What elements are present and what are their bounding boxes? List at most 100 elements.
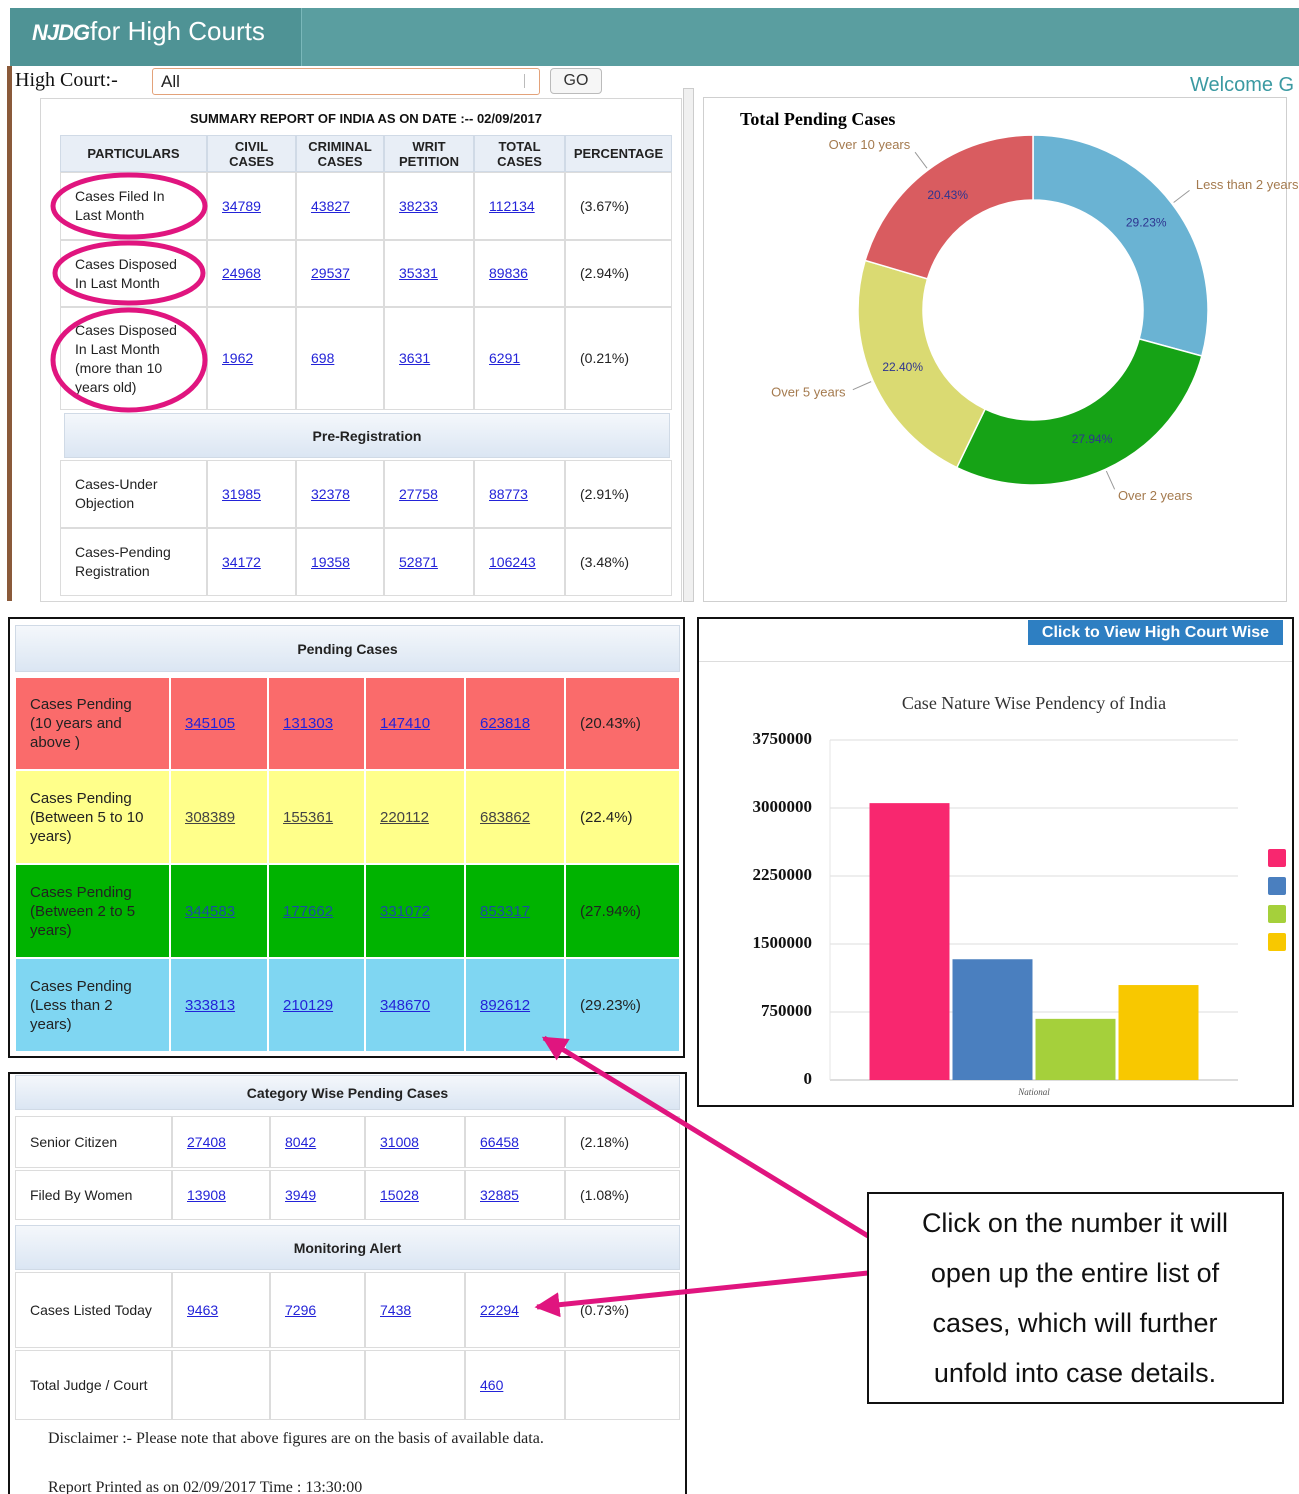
column-header-text: TOTAL CASES	[497, 138, 542, 169]
table-cell: Cases Disposed In Last Month	[60, 240, 207, 307]
column-header: WRIT PETITION	[384, 135, 474, 172]
column-header: TOTAL CASES	[474, 135, 565, 172]
case-count-link[interactable]: 7296	[285, 1301, 317, 1318]
table-cell: (27.94%)	[565, 864, 680, 958]
case-count-link[interactable]: 34789	[222, 197, 261, 214]
table-cell: 27758	[384, 460, 474, 528]
table-cell: 344583	[170, 864, 268, 958]
case-count-link[interactable]: 7438	[380, 1301, 412, 1318]
row-label: Senior Citizen	[30, 1133, 118, 1150]
case-count-link[interactable]: 8042	[285, 1133, 317, 1150]
case-count-link[interactable]: 3949	[285, 1186, 317, 1203]
filter-label: High Court:-	[15, 69, 118, 91]
table-cell	[365, 1350, 465, 1420]
table-cell: 32378	[296, 460, 384, 528]
court-select[interactable]: All	[152, 68, 540, 95]
row-label: Total Judge / Court	[30, 1376, 148, 1393]
callout-text: Click on the number it will	[922, 1208, 1228, 1238]
case-count-link[interactable]: 35331	[399, 265, 438, 281]
case-count-link[interactable]: 9463	[187, 1301, 219, 1318]
table-cell: 43827	[296, 172, 384, 240]
case-count-link[interactable]: 344583	[185, 902, 236, 920]
table-cell: 8042	[270, 1116, 365, 1168]
case-count-link[interactable]: 683862	[480, 808, 531, 826]
row-label: Cases Pending (Less than 2 years)	[30, 977, 132, 1033]
case-count-link[interactable]: 24968	[222, 265, 261, 281]
table-cell: 7296	[270, 1272, 365, 1348]
table-cell: Cases-Under Objection	[60, 460, 207, 528]
case-count-link[interactable]: 345105	[185, 715, 236, 732]
case-count-link[interactable]: 210129	[283, 996, 334, 1014]
percentage: (3.67%)	[580, 197, 630, 214]
table-cell: 112134	[474, 172, 565, 240]
table-cell: Cases Filed In Last Month	[60, 172, 207, 240]
case-count-link[interactable]: 333813	[185, 996, 236, 1014]
row-label: Cases Listed Today	[30, 1301, 152, 1318]
case-count-link[interactable]: 27758	[399, 485, 438, 502]
percentage: (0.73%)	[580, 1301, 630, 1318]
case-count-link[interactable]: 6291	[489, 350, 521, 366]
case-count-link[interactable]: 32885	[480, 1186, 519, 1203]
row-label: Cases Filed In Last Month	[75, 188, 165, 223]
table-cell: 460	[465, 1350, 565, 1420]
case-count-link[interactable]: 331072	[380, 902, 431, 920]
case-count-link[interactable]: 13908	[187, 1186, 226, 1203]
case-count-link[interactable]: 112134	[489, 197, 535, 214]
table-cell: 6291	[474, 307, 565, 410]
case-count-link[interactable]: 131303	[283, 715, 334, 732]
case-count-link[interactable]: 177662	[283, 902, 334, 920]
case-count-link[interactable]: 853317	[480, 902, 531, 920]
high-court-button[interactable]: Click to View High Court Wise	[1028, 620, 1283, 645]
section-title: Monitoring Alert	[293, 1239, 402, 1256]
column-header: CRIMINAL CASES	[296, 135, 384, 172]
case-count-link[interactable]: 19358	[311, 553, 350, 570]
case-count-link[interactable]: 1962	[222, 350, 254, 366]
bar-panel	[697, 617, 1294, 1107]
table-cell: Cases Pending (Between 5 to 10 years)	[15, 770, 170, 864]
column-header: PERCENTAGE	[565, 135, 672, 172]
case-count-link[interactable]: 147410	[380, 715, 431, 732]
case-count-link[interactable]: 88773	[489, 485, 528, 502]
case-count-link[interactable]: 31008	[380, 1133, 419, 1150]
monitoring-header: Monitoring Alert	[15, 1225, 680, 1270]
table-cell: (0.21%)	[565, 307, 672, 410]
go-button[interactable]: GO	[550, 68, 602, 94]
case-count-link[interactable]: 348670	[380, 996, 431, 1014]
case-count-link[interactable]: 155361	[283, 808, 334, 826]
case-count-link[interactable]: 22294	[480, 1301, 519, 1318]
table-cell: Total Judge / Court	[15, 1350, 172, 1420]
table-cell: 345105	[170, 677, 268, 770]
case-count-link[interactable]: 32378	[311, 485, 350, 502]
section-band: Pre-Registration	[64, 413, 670, 458]
table-cell: Cases Pending (Between 2 to 5 years)	[15, 864, 170, 958]
case-count-link[interactable]: 15028	[380, 1186, 419, 1203]
table-cell: 32885	[465, 1170, 565, 1220]
case-count-link[interactable]: 29537	[311, 265, 350, 281]
case-count-link[interactable]: 27408	[187, 1133, 226, 1150]
case-count-link[interactable]: 460	[480, 1376, 504, 1393]
section-title: Pre-Registration	[312, 427, 422, 444]
case-count-link[interactable]: 220112	[380, 808, 429, 826]
table-cell: Cases Pending (10 years and above )	[15, 677, 170, 770]
case-count-link[interactable]: 89836	[489, 265, 528, 281]
case-count-link[interactable]: 308389	[185, 808, 236, 826]
case-count-link[interactable]: 892612	[480, 996, 531, 1014]
case-count-link[interactable]: 34172	[222, 553, 261, 570]
case-count-link[interactable]: 698	[311, 350, 335, 366]
panel-divider	[699, 661, 1292, 662]
case-count-link[interactable]: 623818	[480, 715, 531, 732]
case-count-link[interactable]: 66458	[480, 1133, 519, 1150]
case-count-link[interactable]: 43827	[311, 197, 350, 214]
table-cell: Cases-Pending Registration	[60, 528, 207, 596]
case-count-link[interactable]: 52871	[399, 553, 438, 570]
case-count-link[interactable]: 3631	[399, 350, 431, 366]
table-cell: 892612	[465, 958, 565, 1052]
case-count-link[interactable]: 38233	[399, 197, 438, 214]
table-cell: 177662	[268, 864, 365, 958]
table-cell: 623818	[465, 677, 565, 770]
case-count-link[interactable]: 106243	[489, 553, 536, 570]
table-cell: Cases Pending (Less than 2 years)	[15, 958, 170, 1052]
case-count-link[interactable]: 31985	[222, 485, 261, 502]
select-value: All	[161, 72, 180, 91]
